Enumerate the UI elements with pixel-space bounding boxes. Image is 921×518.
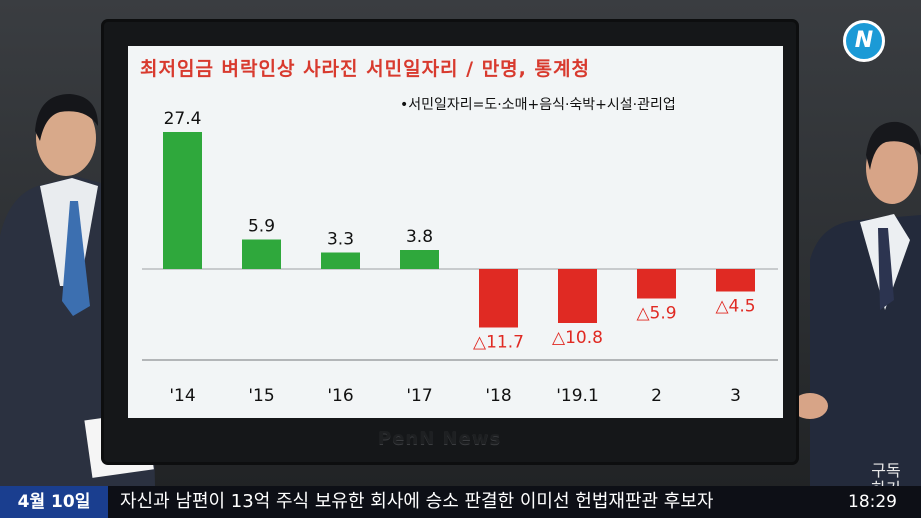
channel-logo-icon: N <box>843 20 885 62</box>
x-tick-label: '16 <box>327 386 353 406</box>
bar <box>479 269 518 328</box>
bar-chart: 27.4 '14 5.9 '15 3.3 '16 3.8 '17 △11.7 '18 △10.8 '1… <box>142 109 778 406</box>
data-label: 3.8 <box>406 227 433 247</box>
chart-screen <box>128 46 783 418</box>
bar <box>321 252 360 269</box>
ticker-date: 4월 10일 <box>0 486 108 518</box>
data-label: 27.4 <box>164 109 202 129</box>
x-tick-label: '19.1 <box>556 386 599 406</box>
data-label: △4.5 <box>715 297 755 317</box>
data-label: △10.8 <box>552 328 603 348</box>
ticker-time: 18:29 <box>848 492 897 512</box>
x-tick-label: 3 <box>730 386 741 406</box>
bar <box>400 250 439 269</box>
bar <box>163 132 202 269</box>
data-label: △5.9 <box>636 304 676 324</box>
channel-watermark: PenN News <box>378 428 502 449</box>
bar <box>637 269 676 299</box>
chart-note: •서민일자리=도·소매+음식·숙박+시설·관리업 <box>400 97 676 113</box>
data-label: △11.7 <box>473 333 524 353</box>
data-label: 5.9 <box>248 217 275 237</box>
bar <box>716 269 755 292</box>
bar <box>242 239 281 269</box>
x-tick-label: '18 <box>485 386 511 406</box>
x-tick-label: '14 <box>169 386 195 406</box>
data-label: 3.3 <box>327 230 354 250</box>
x-tick-label: '15 <box>248 386 274 406</box>
x-tick-label: 2 <box>651 386 662 406</box>
bar <box>558 269 597 323</box>
right-guest <box>792 121 921 486</box>
x-tick-label: '17 <box>406 386 432 406</box>
news-ticker: 4월 10일 자신과 남편이 13억 주식 보유한 회사에 승소 판결한 이미선… <box>0 486 921 518</box>
chart-title: 최저임금 벼락인상 사라진 서민일자리 / 만명, 통계청 <box>140 58 590 80</box>
ticker-headline: 자신과 남편이 13억 주식 보유한 회사에 승소 판결한 이미선 헌법재판관 … <box>120 491 714 512</box>
